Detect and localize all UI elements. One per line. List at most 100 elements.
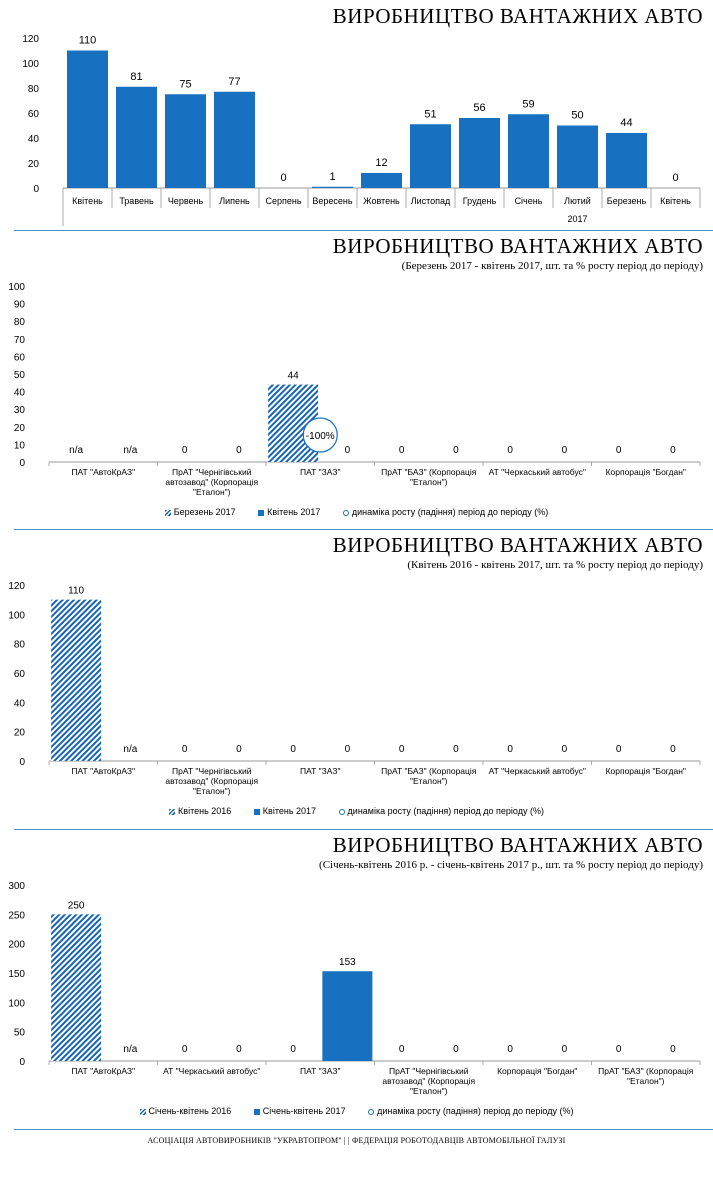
data-label: 0 (182, 744, 188, 755)
growth-label: -100% (306, 431, 335, 442)
y-tick-label: 60 (14, 669, 26, 680)
x-tick-label: Вересень (312, 196, 352, 206)
data-label: 0 (182, 445, 188, 456)
data-label: n/a (123, 445, 137, 456)
x-tick-label: Корпорація "Богдан" (606, 766, 686, 776)
data-label: 0 (507, 445, 513, 456)
growth-marker (302, 417, 338, 453)
hatch-swatch-icon (169, 808, 176, 815)
divider-4 (14, 1129, 713, 1130)
x-tick-label: ПрАТ "Чернігівський (389, 1066, 469, 1076)
legend-label: Квітень 2017 (262, 806, 317, 816)
x-tick-label: ПрАТ "Чернігівський (172, 467, 252, 477)
bar-hatched (51, 914, 102, 1061)
year-label: 2017 (567, 214, 587, 224)
x-tick-label: автозавод" (Корпорація (165, 477, 258, 487)
x-tick-label: Грудень (463, 196, 497, 206)
y-tick-label: 150 (8, 969, 25, 980)
divider-3 (14, 829, 713, 830)
x-tick-label: Листопад (411, 196, 451, 206)
chart-4-svg: 0 50 100 150 200 250 300 250 n/a ПАТ "АвтоКрАЗ" 0 0… (8, 881, 701, 1096)
data-label: n/a (123, 1044, 137, 1055)
data-label: 0 (280, 172, 286, 184)
divider-1 (14, 230, 713, 231)
y-tick-label: 50 (14, 370, 26, 381)
x-tick-label: Жовтень (363, 196, 400, 206)
bar-hatched (51, 599, 102, 761)
y-tick-label: 80 (28, 84, 40, 95)
y-tick-label: 20 (14, 728, 26, 739)
legend-label: Січень-квітень 2017 (262, 1106, 346, 1116)
chart-3-title: ВИРОБНИЦТВО ВАНТАЖНИХ АВТО (332, 533, 703, 557)
data-label: 0 (345, 445, 351, 456)
x-tick-label: ПАТ "ЗАЗ" (300, 766, 341, 776)
data-label: 0 (182, 1044, 188, 1055)
data-label: 0 (507, 1044, 513, 1055)
bar (606, 133, 647, 188)
chart-panel-2: ВИРОБНИЦТВО ВАНТАЖНИХ АВТО (Березень 201… (0, 232, 713, 528)
y-tick-label: 30 (14, 405, 26, 416)
y-tick-label: 120 (22, 34, 39, 45)
y-tick-label: 120 (8, 581, 25, 592)
y-tick-label: 50 (14, 1028, 26, 1039)
y-tick-label: 90 (14, 300, 26, 311)
y-tick-label: 100 (22, 59, 39, 70)
bar (165, 94, 206, 188)
y-tick-label: 40 (14, 698, 26, 709)
data-label: 0 (616, 744, 622, 755)
data-label: 0 (453, 445, 459, 456)
solid-swatch-icon (253, 1108, 260, 1115)
data-label: n/a (69, 445, 83, 456)
x-tick-label: ПрАТ "БАЗ" (Корпорація (381, 467, 477, 477)
x-tick-label: Січень (515, 196, 543, 206)
legend-item: динаміка росту (падіння) період до періо… (338, 806, 544, 816)
data-label: 1 (329, 171, 335, 183)
x-tick-label: АТ "Черкаський автобус" (489, 467, 586, 477)
chart-2-legend: Березень 2017 Квітень 2017 динаміка рост… (0, 507, 713, 517)
x-tick-label: АТ "Черкаський автобус" (489, 766, 586, 776)
y-tick-label: 0 (33, 184, 39, 195)
x-tick-label: Серпень (265, 196, 301, 206)
data-label: 0 (236, 744, 242, 755)
data-label: 0 (616, 1044, 622, 1055)
y-tick-label: 0 (19, 1057, 25, 1068)
x-tick-label: "Еталон") (193, 487, 231, 497)
bar (214, 91, 255, 188)
x-tick-label: автозавод" (Корпорація (382, 1076, 475, 1086)
legend-label: Березень 2017 (173, 507, 236, 517)
data-label: 50 (571, 110, 583, 122)
chart-panel-1: ВИРОБНИЦТВО ВАНТАЖНИХ АВТО 0 20 40 60 80 100 1… (0, 0, 713, 228)
x-tick-label: "Еталон") (627, 1076, 665, 1086)
hatch-swatch-icon (164, 509, 171, 516)
x-tick-label: ПАТ "АвтоКрАЗ" (71, 766, 135, 776)
hatch-swatch-icon (139, 1108, 146, 1115)
x-tick-label: ПрАТ "БАЗ" (Корпорація (381, 766, 477, 776)
y-tick-label: 80 (14, 317, 26, 328)
bar (312, 186, 353, 188)
data-label: 0 (399, 1044, 405, 1055)
circle-marker-icon (338, 808, 345, 815)
data-label: 0 (507, 744, 513, 755)
y-tick-label: 0 (19, 458, 25, 469)
y-tick-label: 100 (8, 282, 25, 293)
data-label: 0 (345, 744, 351, 755)
legend-label: динаміка росту (падіння) період до періо… (377, 1106, 574, 1116)
data-label: 110 (68, 586, 84, 597)
chart-2-svg: 0 10 20 30 40 50 60 70 80 90 100 n/a n/a ПАТ "АвтоКрА… (8, 282, 701, 497)
x-tick-label: ПАТ "АвтоКрАЗ" (71, 1066, 135, 1076)
data-label: 44 (288, 371, 300, 382)
legend-item: Березень 2017 (164, 507, 236, 517)
data-label: 0 (453, 1044, 459, 1055)
y-tick-label: 70 (14, 335, 26, 346)
chart-2-title: ВИРОБНИЦТВО ВАНТАЖНИХ АВТО (332, 234, 703, 258)
legend-item: Квітень 2016 (169, 806, 231, 816)
chart-1-title: ВИРОБНИЦТВО ВАНТАЖНИХ АВТО (332, 4, 703, 28)
chart-panel-4: ВИРОБНИЦТВО ВАНТАЖНИХ АВТО (Січень-квіте… (0, 831, 713, 1127)
y-tick-label: 100 (8, 610, 25, 621)
data-label: 51 (424, 108, 436, 120)
data-label: 59 (522, 98, 534, 110)
data-label: 0 (399, 744, 405, 755)
legend-item: Квітень 2017 (258, 507, 320, 517)
data-label: 0 (670, 744, 676, 755)
